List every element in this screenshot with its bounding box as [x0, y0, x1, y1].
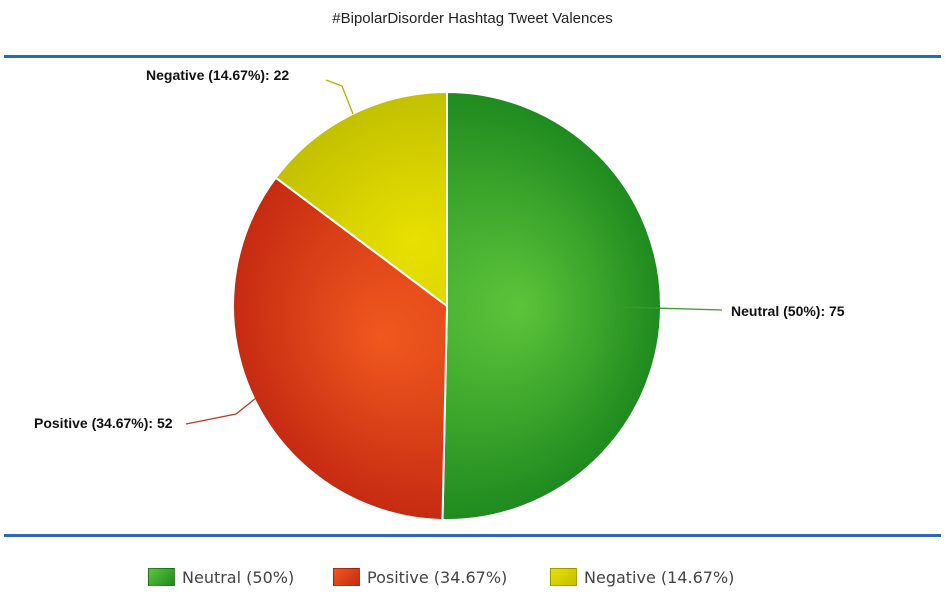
legend-item-negative[interactable]: Negative (14.67%) — [550, 563, 734, 591]
slice-label-positive: Positive (34.67%): 52 — [34, 415, 173, 431]
legend: Neutral (50%) Positive (34.67%) Negative… — [0, 563, 945, 593]
legend-item-positive[interactable]: Positive (34.67%) — [333, 563, 507, 591]
legend-swatch-negative — [550, 568, 577, 586]
top-divider — [4, 55, 941, 58]
pie-slices — [232, 91, 663, 521]
legend-swatch-positive — [333, 568, 360, 586]
legend-item-neutral[interactable]: Neutral (50%) — [148, 563, 294, 591]
connector-positive — [185, 397, 257, 425]
connector-neutral — [619, 306, 723, 311]
bottom-divider — [4, 534, 941, 537]
slice-label-negative: Negative (14.67%): 22 — [146, 67, 289, 83]
legend-label-neutral: Neutral (50%) — [182, 567, 295, 587]
legend-label-negative: Negative (14.67%) — [584, 567, 735, 587]
slice-label-neutral: Neutral (50%): 75 — [731, 303, 845, 319]
legend-swatch-neutral — [148, 568, 175, 586]
legend-label-positive: Positive (34.67%) — [367, 567, 508, 587]
chart-title: #BipolarDisorder Hashtag Tweet Valences — [332, 10, 613, 27]
connector-negative — [325, 79, 354, 115]
label-connectors — [185, 79, 723, 425]
pie-slice-neutral[interactable] — [441, 91, 663, 521]
pie-slice-negative[interactable] — [274, 91, 448, 307]
